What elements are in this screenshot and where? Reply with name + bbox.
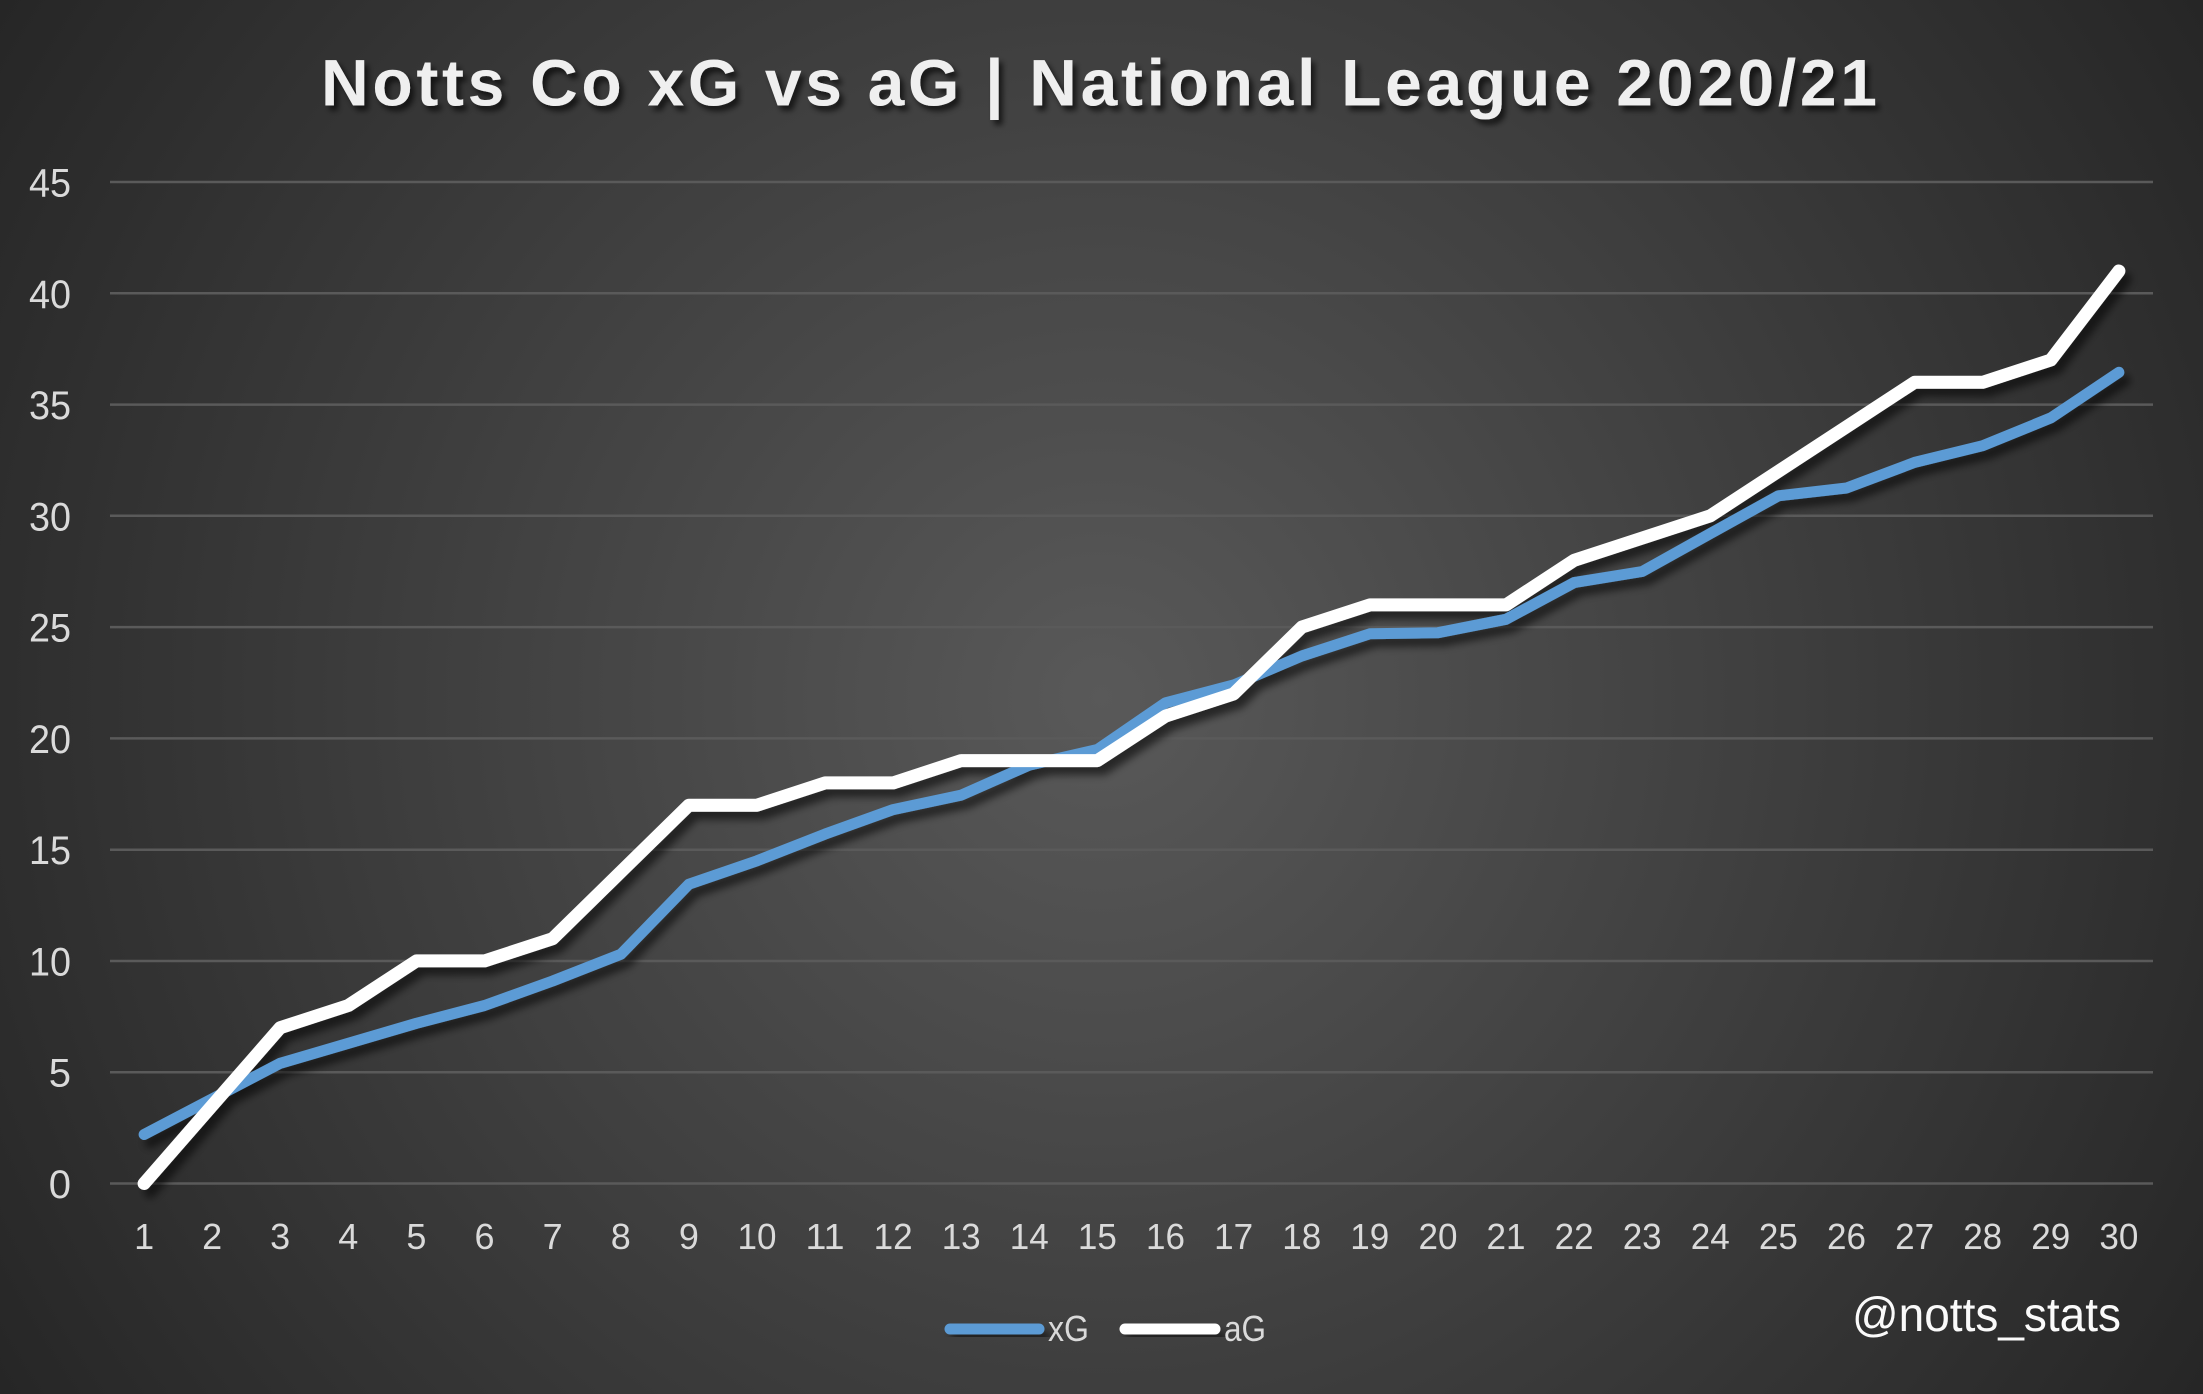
svg-text:18: 18: [1282, 1216, 1321, 1257]
svg-text:35: 35: [29, 384, 71, 428]
svg-text:xG: xG: [1048, 1308, 1089, 1349]
svg-text:20: 20: [29, 718, 71, 762]
svg-text:23: 23: [1623, 1216, 1662, 1257]
svg-text:2: 2: [202, 1216, 222, 1257]
svg-text:14: 14: [1010, 1216, 1049, 1257]
svg-text:27: 27: [1895, 1216, 1934, 1257]
svg-text:15: 15: [29, 829, 71, 873]
svg-text:1: 1: [134, 1216, 154, 1257]
svg-text:13: 13: [942, 1216, 981, 1257]
svg-text:9: 9: [679, 1216, 699, 1257]
svg-text:Notts Co xG vs aG | National L: Notts Co xG vs aG | National League 2020…: [321, 46, 1877, 122]
svg-text:40: 40: [29, 273, 71, 317]
svg-text:10: 10: [29, 941, 71, 985]
svg-text:0: 0: [49, 1163, 71, 1207]
svg-text:5: 5: [49, 1052, 71, 1096]
svg-text:8: 8: [611, 1216, 631, 1257]
svg-text:12: 12: [874, 1216, 913, 1257]
svg-text:30: 30: [2099, 1216, 2138, 1257]
svg-text:45: 45: [29, 162, 71, 206]
svg-text:15: 15: [1078, 1216, 1117, 1257]
svg-text:4: 4: [338, 1216, 358, 1257]
svg-text:21: 21: [1487, 1216, 1526, 1257]
svg-text:26: 26: [1827, 1216, 1866, 1257]
svg-text:19: 19: [1350, 1216, 1389, 1257]
svg-text:22: 22: [1555, 1216, 1594, 1257]
svg-text:6: 6: [474, 1216, 494, 1257]
svg-text:28: 28: [1963, 1216, 2002, 1257]
svg-text:10: 10: [738, 1216, 777, 1257]
svg-text:7: 7: [543, 1216, 563, 1257]
svg-text:25: 25: [29, 607, 71, 651]
svg-text:3: 3: [270, 1216, 290, 1257]
svg-text:24: 24: [1691, 1216, 1730, 1257]
svg-text:30: 30: [29, 495, 71, 539]
svg-text:@notts_stats: @notts_stats: [1852, 1289, 2121, 1342]
svg-text:5: 5: [406, 1216, 426, 1257]
svg-text:29: 29: [2031, 1216, 2070, 1257]
svg-text:17: 17: [1214, 1216, 1253, 1257]
svg-text:25: 25: [1759, 1216, 1798, 1257]
svg-text:11: 11: [806, 1216, 845, 1257]
svg-text:20: 20: [1419, 1216, 1458, 1257]
svg-text:16: 16: [1146, 1216, 1185, 1257]
svg-text:aG: aG: [1224, 1308, 1266, 1349]
